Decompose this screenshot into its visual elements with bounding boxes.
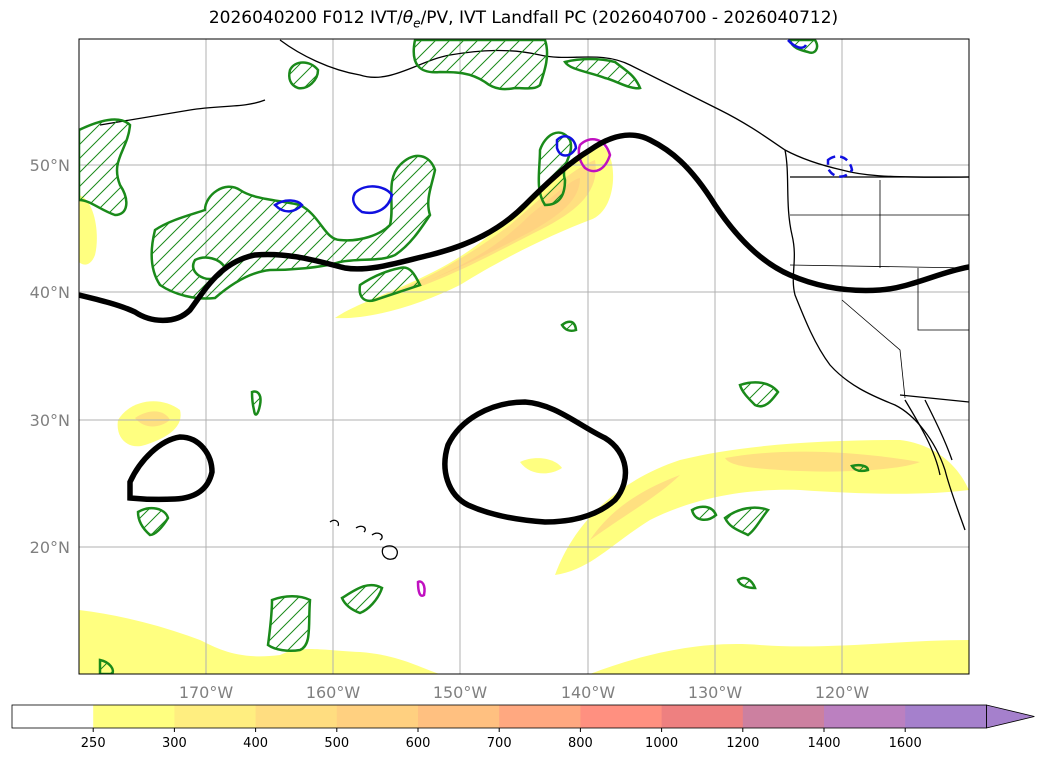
pv-top-3: [563, 57, 642, 90]
coast-sea-of-cortez: [924, 399, 953, 461]
colorbar-cell: [336, 705, 419, 728]
colorbar-tick-label: 1000: [645, 736, 678, 751]
border-states-3: [879, 180, 969, 331]
pv-east-2: [738, 381, 780, 408]
colorbar-tick-label: 600: [406, 736, 431, 751]
colorbar-tick-label: 800: [568, 736, 593, 751]
colorbar-tick-label: 1400: [807, 736, 840, 751]
colorbar-ticks: 250 300 400 500 600 700 800 1000 1200 1400 1600: [81, 728, 922, 751]
ivt-plume-core: [370, 160, 596, 300]
colorbar-tick-label: 1200: [726, 736, 759, 751]
ivt-southeast-core: [725, 451, 920, 472]
thetae-blue-top: [787, 39, 808, 49]
pv-east-3: [690, 505, 718, 521]
colorbar-cell: [255, 705, 338, 728]
title-theta: θ: [402, 8, 414, 28]
pv-south-1: [266, 595, 312, 653]
pv-top-2: [288, 61, 320, 90]
thetae-blue-1: [352, 185, 394, 214]
coast-hawaii-1: [329, 519, 340, 527]
lat-label: 40°N: [30, 283, 70, 302]
ivt-small-center: [520, 458, 562, 474]
colorbar-cell: [93, 705, 175, 728]
colorbar-cell: [905, 705, 987, 728]
chart-title: 2026040200 F012 IVT/θe/PV, IVT Landfall …: [0, 8, 1047, 30]
title-theta-sub: e: [413, 16, 421, 31]
border-states-2: [789, 264, 969, 269]
ivt-landfall-contours: [79, 132, 969, 525]
colorbar-cell: [661, 705, 744, 728]
lon-label: 160°W: [306, 683, 361, 702]
title-prefix: 2026040200 F012 IVT/: [208, 8, 403, 28]
ivt-southwest-core: [135, 411, 170, 427]
lon-label: 170°W: [179, 683, 234, 702]
coast-baja: [904, 399, 941, 476]
colorbar: 250 300 400 500 600 700 800 1000 1200 1400 1600: [11, 704, 1035, 751]
pv-center-small: [560, 320, 578, 333]
colorbar-cell: [580, 705, 663, 728]
landfall-contour-center: [442, 399, 629, 525]
colorbar-tick-label: 400: [243, 736, 268, 751]
colorbar-cells: [12, 705, 987, 728]
pv-bottom-left: [98, 658, 115, 674]
lon-label: 130°W: [688, 683, 743, 702]
border-us-mexico: [899, 394, 969, 403]
ivt-bottom-band: [79, 610, 440, 674]
title-suffix: /PV, IVT Landfall PC (2026040700 - 20260…: [420, 8, 839, 28]
colorbar-extend-arrow: [986, 704, 1035, 729]
coast-alaska: [279, 39, 969, 178]
colorbar-tick-label: 500: [324, 736, 349, 751]
colorbar-tick-label: 1600: [889, 736, 922, 751]
coastlines: [99, 39, 969, 560]
border-states-4: [841, 299, 906, 399]
pv-south-2: [340, 583, 384, 615]
pv-east-1: [358, 266, 422, 302]
pv-east-5: [736, 576, 757, 590]
pv-top-1: [412, 39, 549, 91]
coast-hawaii-2: [355, 525, 366, 533]
colorbar-cell: [418, 705, 500, 728]
thetae-blue-dashed: [826, 155, 854, 178]
landfall-contour-west: [127, 434, 215, 503]
colorbar-cell: [742, 705, 825, 728]
coast-westcoast: [784, 149, 966, 531]
pv-sw-1: [136, 506, 170, 537]
colorbar-tick-label: 700: [487, 736, 512, 751]
lon-label: 140°W: [561, 683, 616, 702]
thetae-blue-2: [273, 199, 304, 213]
landfall-contour-main: [79, 132, 969, 324]
lat-label: 50°N: [30, 156, 70, 175]
lon-label: 120°W: [815, 683, 870, 702]
pv-sw-2: [250, 390, 262, 416]
latitude-labels: 50°N 40°N 30°N 20°N: [30, 156, 70, 557]
colorbar-cell: [499, 705, 581, 728]
map-area: [79, 39, 969, 674]
colorbar-tick-label: 250: [81, 736, 106, 751]
colorbar-cell: [12, 705, 94, 728]
ivt-west-edge: [79, 195, 97, 265]
lat-label: 30°N: [30, 411, 70, 430]
thetae-blue-3: [555, 135, 578, 157]
coast-hawaii-3: [371, 532, 383, 541]
ivt-south-band-core: [590, 475, 680, 540]
coast-hawaii-4: [381, 545, 398, 560]
lat-label: 20°N: [30, 538, 70, 557]
ivt-southeast-band: [555, 440, 969, 575]
colorbar-tick-label: 300: [162, 736, 187, 751]
thetae-magenta-2: [416, 580, 426, 597]
theta-e-contours: [273, 39, 854, 597]
pv-west: [79, 118, 132, 217]
pv-east-6: [850, 463, 870, 473]
ivt-bottom-right: [590, 640, 969, 674]
lon-label: 150°W: [433, 683, 488, 702]
longitude-labels: 170°W 160°W 150°W 140°W 130°W 120°W: [179, 683, 870, 702]
pv-east-4: [723, 506, 771, 537]
colorbar-cell: [174, 705, 257, 728]
map-frame: [78, 38, 970, 675]
colorbar-cell: [824, 705, 906, 728]
